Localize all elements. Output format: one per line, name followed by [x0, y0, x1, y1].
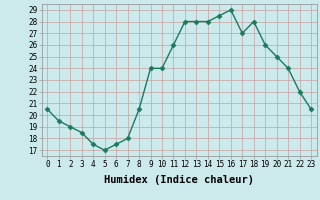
X-axis label: Humidex (Indice chaleur): Humidex (Indice chaleur): [104, 175, 254, 185]
